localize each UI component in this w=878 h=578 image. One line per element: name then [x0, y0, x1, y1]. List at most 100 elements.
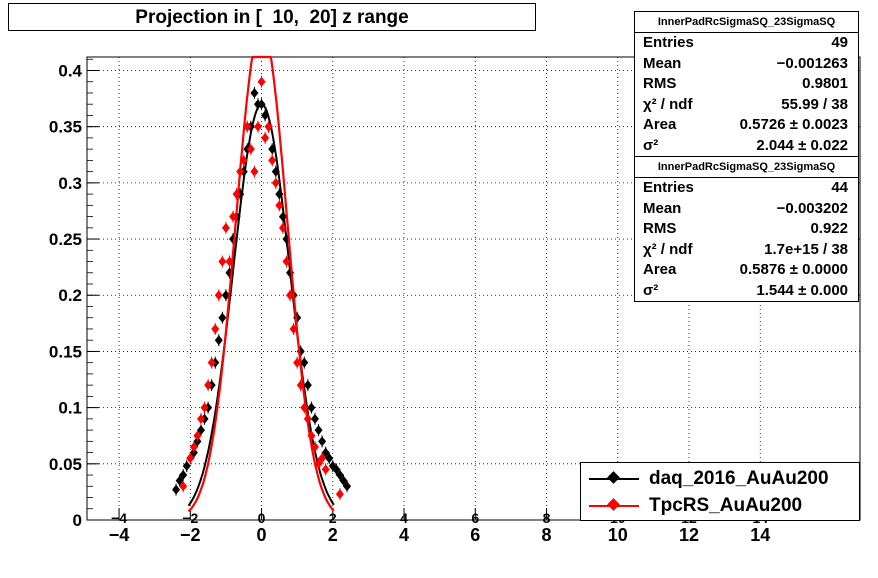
stats-value: 0.5726 ± 0.0023	[739, 116, 848, 133]
x-tick-label: 6	[470, 525, 480, 545]
x-tick-label: 10	[608, 525, 628, 545]
stats-label: Area	[643, 116, 677, 133]
data-point	[218, 312, 227, 323]
x-tick-label: −4	[109, 525, 130, 545]
data-point	[282, 256, 291, 267]
legend: daq_2016_AuAu200 TpcRS_AuAu200	[580, 462, 860, 521]
data-point	[296, 380, 305, 391]
stats-label: Entries	[643, 34, 694, 51]
chart-title: Projection in [ 10, 20] z range	[8, 3, 536, 31]
data-point	[264, 121, 273, 132]
data-point	[300, 357, 309, 368]
data-point	[232, 189, 241, 200]
y-tick-label: 0.35	[49, 118, 82, 137]
stats-label: RMS	[643, 75, 677, 92]
stats-row: Entries 49	[635, 33, 858, 54]
data-point	[335, 470, 344, 481]
data-point	[204, 380, 213, 391]
stats-value: 0.5876 ± 0.0000	[739, 261, 848, 278]
stats-label: Mean	[643, 199, 682, 217]
data-point	[318, 436, 327, 447]
data-point	[271, 166, 280, 177]
x-tick-label: 14	[750, 525, 770, 545]
data-point	[325, 453, 334, 464]
data-point	[307, 430, 316, 441]
data-point	[303, 413, 312, 424]
stats-row: Mean −0.003202	[635, 199, 858, 220]
legend-label: TpcRS_AuAu200	[649, 495, 803, 516]
data-point	[318, 453, 327, 464]
legend-label: daq_2016_AuAu200	[649, 468, 829, 489]
x-tick-label: 12	[679, 525, 699, 545]
stats-box-title: InnerPadRcSigmaSQ_23SigmaSQ	[635, 12, 858, 33]
y-tick-label: 0.05	[49, 455, 82, 474]
stats-row: Mean −0.001263	[635, 54, 858, 75]
data-point	[271, 177, 280, 188]
stats-row: σ² 2.044 ± 0.022	[635, 136, 858, 157]
stats-label: Entries	[643, 179, 694, 196]
x-tick-label-inner: 0	[258, 510, 266, 526]
data-point	[268, 144, 277, 155]
stats-box-title: InnerPadRcSigmaSQ_23SigmaSQ	[635, 157, 858, 178]
stats-row: χ² / ndf 55.99 / 38	[635, 95, 858, 116]
stats-box-tpcrs: InnerPadRcSigmaSQ_23SigmaSQ Entries 44 Me…	[634, 156, 859, 302]
stats-row: RMS 0.922	[635, 219, 858, 240]
stats-label: Mean	[643, 54, 682, 72]
data-point	[289, 323, 298, 334]
data-point	[250, 166, 259, 177]
data-point	[307, 402, 316, 413]
data-point	[335, 489, 344, 500]
data-point	[229, 211, 238, 222]
data-point	[221, 222, 230, 233]
data-point	[218, 256, 227, 267]
data-point	[182, 461, 191, 472]
stats-row: σ² 1.544 ± 0.000	[635, 281, 858, 302]
data-point	[303, 380, 312, 391]
stats-box-daq: InnerPadRcSigmaSQ_23SigmaSQ Entries 49 Me…	[634, 11, 859, 157]
data-point	[196, 425, 205, 436]
data-point	[310, 441, 319, 452]
stats-label: χ² / ndf	[643, 240, 693, 258]
data-point	[207, 357, 216, 368]
data-point	[261, 132, 270, 143]
stats-row: Area 0.5726 ± 0.0023	[635, 115, 858, 136]
y-tick-label: 0.3	[58, 174, 82, 193]
stats-row: Entries 44	[635, 178, 858, 199]
legend-entry-tpcrs: TpcRS_AuAu200	[589, 493, 802, 519]
stats-label: σ²	[643, 136, 659, 154]
x-tick-label: 4	[399, 525, 409, 545]
stats-value: 49	[831, 34, 848, 51]
stats-value: 44	[831, 179, 848, 196]
data-point	[332, 464, 341, 475]
stats-value: 2.044 ± 0.022	[756, 136, 848, 154]
stats-value: −0.001263	[776, 54, 848, 72]
stats-label: σ²	[643, 281, 659, 299]
data-point	[278, 211, 287, 222]
stats-value: 55.99 / 38	[781, 95, 848, 113]
x-tick-label-inner: 2	[329, 510, 337, 526]
stats-value: 1.7e+15 / 38	[764, 240, 848, 258]
data-point	[246, 144, 255, 155]
data-point	[250, 87, 259, 98]
data-point	[278, 222, 287, 233]
data-point	[275, 189, 284, 200]
y-tick-label: 0.1	[58, 399, 82, 418]
data-point	[314, 458, 323, 469]
data-point	[172, 484, 181, 495]
stats-row: χ² / ndf 1.7e+15 / 38	[635, 240, 858, 261]
legend-entry-daq: daq_2016_AuAu200	[589, 466, 829, 492]
x-tick-label-inner: 6	[471, 510, 479, 526]
data-point	[189, 441, 198, 452]
data-point	[225, 256, 234, 267]
data-point	[293, 357, 302, 368]
data-point	[257, 99, 266, 110]
legend-marker-tpcrs	[589, 498, 639, 511]
data-point	[214, 335, 223, 346]
data-point	[300, 402, 309, 413]
x-tick-label: 0	[257, 525, 267, 545]
data-point	[310, 413, 319, 424]
data-point	[186, 453, 195, 464]
data-point	[193, 430, 202, 441]
data-point	[200, 402, 209, 413]
data-point	[239, 155, 248, 166]
